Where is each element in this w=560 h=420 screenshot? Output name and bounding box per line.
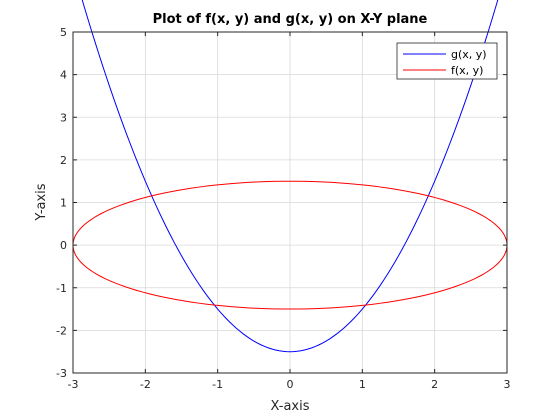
x-tick-label: -3 [68,378,79,391]
x-tick-label: -2 [140,378,151,391]
y-tick-label: -2 [56,324,67,337]
x-tick-label: 0 [287,378,294,391]
x-tick-label: 1 [359,378,366,391]
x-tick-label: 2 [431,378,438,391]
legend: g(x, y) f(x, y) [396,42,498,80]
chart-title: Plot of f(x, y) and g(x, y) on X-Y plane [153,12,428,27]
y-tick-label: 5 [60,26,67,39]
ticks [72,31,508,374]
x-tick-label: 3 [504,378,511,391]
tick-labels: -3 -2 -1 0 1 2 3 -3 -2 -1 0 1 2 3 4 5 [56,26,510,391]
legend-box [396,42,498,80]
y-tick-label: 1 [60,197,67,210]
y-tick-label: -1 [56,282,67,295]
y-tick-label: 0 [60,239,67,252]
legend-label-f: f(x, y) [451,64,483,77]
series-line [81,0,499,353]
legend-label-g: g(x, y) [451,48,487,61]
y-tick-label: 2 [60,154,67,167]
x-axis-label: X-axis [271,399,310,414]
x-tick-label: -1 [212,378,223,391]
y-tick-label: -3 [56,367,67,380]
y-axis-label: Y-axis [34,183,49,221]
y-tick-label: 3 [60,111,67,124]
y-tick-label: 4 [60,69,67,82]
